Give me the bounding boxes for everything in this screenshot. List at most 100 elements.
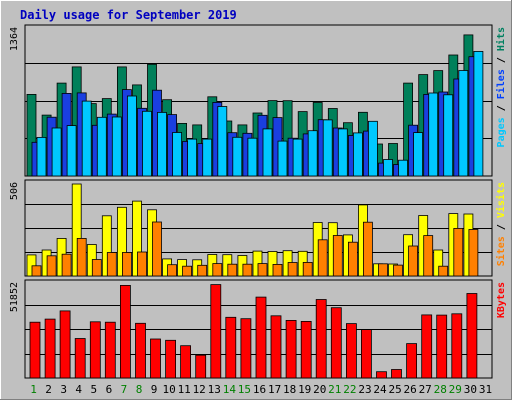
- bar-pages-day-22: [352, 132, 363, 177]
- bar-kbytes-day-8: [135, 322, 146, 379]
- bar-kbytes-day-24: [376, 371, 387, 379]
- bar-sites-day-5: [91, 259, 102, 277]
- bar-pages-day-15: [247, 137, 258, 177]
- series-sites: [31, 221, 479, 277]
- bar-sites-day-18: [287, 262, 298, 277]
- x-tick-label: 11: [178, 383, 191, 396]
- bar-visits-day-17: [267, 251, 278, 277]
- x-tick-label: 2: [45, 383, 52, 396]
- panel-hits-files-pages: 1364 Pages / Files / Hits: [9, 24, 507, 177]
- x-tick-label: 4: [75, 383, 82, 396]
- bar-kbytes-day-20: [315, 299, 327, 379]
- legend-entry: /: [496, 99, 507, 117]
- bar-kbytes-day-10: [165, 339, 177, 379]
- bar-kbytes-day-25: [391, 369, 402, 379]
- bar-sites-day-15: [242, 263, 253, 277]
- legend-entry: Files: [495, 69, 507, 99]
- bar-kbytes-day-27: [421, 314, 433, 379]
- bar-pages-day-27: [428, 92, 439, 177]
- bar-pages-day-20: [322, 119, 333, 177]
- panel-max-label: 506: [9, 182, 20, 200]
- panel-legend: Sites / Visits: [495, 182, 507, 266]
- bar-kbytes-day-14: [225, 316, 237, 379]
- bar-kbytes-day-1: [29, 321, 41, 379]
- bar-kbytes-day-22: [345, 323, 357, 379]
- bar-pages-day-19: [307, 130, 318, 177]
- x-tick-label: 20: [313, 383, 326, 396]
- bar-kbytes-day-23: [360, 329, 372, 379]
- panel-max-label: 51852: [9, 282, 20, 312]
- series-pages: [36, 51, 484, 177]
- bar-kbytes-day-13: [210, 284, 222, 379]
- bar-pages-day-1: [36, 136, 47, 177]
- bar-sites-day-12: [197, 264, 208, 277]
- bar-pages-day-7: [127, 95, 137, 177]
- bar-kbytes-day-17: [270, 315, 282, 379]
- bar-kbytes-day-30: [466, 293, 478, 379]
- legend-entry: KBytes: [496, 282, 507, 318]
- x-tick-label: 8: [136, 383, 143, 396]
- bar-sites-day-17: [272, 263, 283, 277]
- x-tick-label: 28: [434, 383, 447, 396]
- bar-visits-day-8: [132, 200, 142, 277]
- bar-sites-day-22: [347, 241, 358, 277]
- x-tick-label: 24: [373, 383, 387, 396]
- x-tick-label: 18: [283, 383, 296, 396]
- x-tick-label: 15: [238, 383, 251, 396]
- bar-pages-day-9: [157, 112, 167, 177]
- bar-sites-day-11: [182, 265, 193, 277]
- x-tick-label: 25: [388, 383, 401, 396]
- x-tick-label: 1: [30, 383, 37, 396]
- bar-visits-day-6: [101, 215, 112, 277]
- chart-title: Daily usage for September 2019: [20, 8, 237, 22]
- x-tick-label: 10: [162, 383, 175, 396]
- bar-kbytes-day-2: [44, 318, 56, 379]
- bar-sites-day-3: [61, 253, 72, 277]
- bar-kbytes-day-18: [285, 319, 297, 379]
- x-tick-label: 13: [208, 383, 221, 396]
- series-hits: [26, 34, 474, 177]
- bar-sites-day-25: [393, 264, 403, 277]
- bar-pages-day-26: [413, 132, 424, 177]
- bar-sites-day-27: [423, 235, 434, 277]
- bar-pages-day-10: [172, 132, 183, 177]
- bar-pages-day-12: [202, 138, 213, 177]
- panel-legend: KBytes: [496, 282, 507, 318]
- bar-pages-day-2: [51, 127, 62, 177]
- panel-max-label: 1364: [9, 27, 20, 51]
- x-tick-label: 14: [223, 383, 237, 396]
- bar-pages-day-13: [217, 106, 228, 177]
- bar-pages-day-17: [277, 140, 288, 177]
- bar-sites-day-29: [453, 227, 464, 277]
- x-tick-label: 9: [151, 383, 158, 396]
- x-tick-label: 12: [193, 383, 206, 396]
- bar-pages-day-29: [458, 70, 469, 177]
- x-tick-label: 27: [419, 383, 432, 396]
- bar-sites-day-13: [212, 263, 223, 277]
- bar-kbytes-day-6: [104, 321, 116, 379]
- bar-sites-day-4: [76, 237, 87, 277]
- bar-pages-day-21: [337, 128, 348, 177]
- legend-entry: /: [496, 218, 507, 236]
- x-tick-label: 7: [121, 383, 128, 396]
- series-files: [31, 56, 479, 177]
- bar-sites-day-16: [257, 263, 268, 277]
- bar-sites-day-2: [46, 255, 57, 277]
- x-tick-label: 5: [90, 383, 97, 396]
- x-tick-label: 3: [60, 383, 67, 396]
- bar-pages-day-5: [96, 116, 107, 177]
- bar-sites-day-20: [317, 239, 328, 277]
- bar-pages-day-14: [232, 136, 243, 177]
- x-tick-label: 21: [328, 383, 341, 396]
- panel-visits-sites: 506 Sites / Visits: [9, 179, 507, 277]
- bar-pages-day-30: [473, 51, 484, 177]
- bar-kbytes-day-26: [406, 343, 418, 379]
- legend-entry: /: [496, 51, 507, 69]
- bar-kbytes-day-16: [255, 296, 267, 379]
- bar-kbytes-day-11: [180, 345, 192, 379]
- x-tick-label: 29: [449, 383, 462, 396]
- bar-sites-day-6: [106, 252, 117, 277]
- bar-sites-day-10: [167, 264, 178, 277]
- bar-sites-day-24: [378, 263, 388, 277]
